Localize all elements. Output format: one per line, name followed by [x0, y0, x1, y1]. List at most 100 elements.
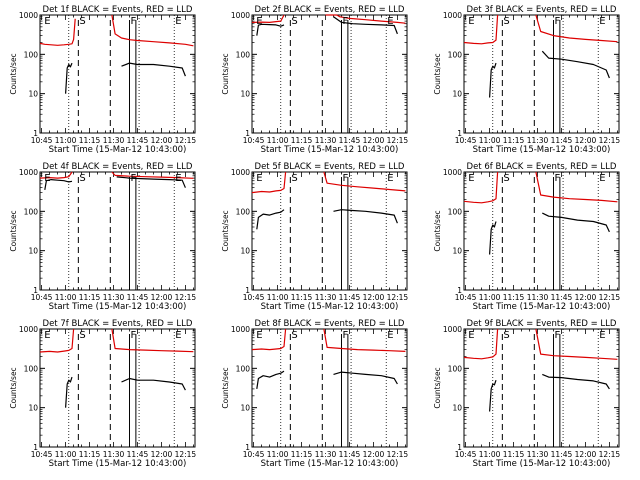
- interval-marker-label: F: [342, 173, 348, 184]
- interval-marker-label: S: [503, 330, 509, 341]
- interval-marker-label: E: [468, 330, 474, 341]
- chart-panel-2: Det 2f BLACK = Events, RED = LLD 1 10 100 10…: [221, 5, 408, 155]
- x-tick-label: 11:00: [267, 450, 289, 459]
- x-tick-label: 11:00: [479, 450, 501, 459]
- lld-series-line: [463, 328, 499, 360]
- interval-marker-label: E: [387, 173, 393, 184]
- y-axis-label: Counts/sec: [433, 53, 442, 94]
- lld-series-line: [251, 328, 287, 351]
- interval-marker-label: E: [175, 173, 181, 184]
- x-tick-label: 10:45: [243, 293, 265, 302]
- x-tick-label: 12:15: [175, 293, 197, 302]
- x-tick-label: 12:00: [363, 136, 385, 145]
- x-tick-label: 11:15: [503, 293, 525, 302]
- y-axis-label: Counts/sec: [433, 367, 442, 408]
- x-tick-label: 11:15: [79, 136, 101, 145]
- y-tick-label: 1: [245, 286, 250, 295]
- x-tick-label: 11:00: [55, 293, 77, 302]
- plot-frame: [39, 14, 196, 134]
- x-tick-label: 11:30: [103, 136, 125, 145]
- y-tick-label: 100: [236, 364, 251, 373]
- lld-series-line: [463, 14, 499, 45]
- x-tick-label: 11:30: [103, 450, 125, 459]
- chart-title: Det 4f BLACK = Events, RED = LLD: [43, 162, 193, 172]
- x-tick-label: 11:15: [503, 136, 525, 145]
- y-tick-label: 1: [457, 286, 462, 295]
- x-tick-label: 12:00: [151, 450, 173, 459]
- lld-series-line: [251, 171, 287, 194]
- x-tick-label: 11:45: [127, 136, 149, 145]
- x-axis-label: Start Time (15-Mar-12 10:43:00): [473, 459, 611, 469]
- x-tick-label: 10:45: [31, 136, 53, 145]
- lld-series-line: [39, 18, 76, 46]
- interval-marker-label: E: [44, 16, 50, 27]
- y-tick-label: 10: [452, 247, 462, 256]
- events-series-line: [489, 221, 497, 255]
- y-tick-label: 10: [240, 90, 250, 99]
- y-axis-label: Counts/sec: [221, 53, 230, 94]
- interval-marker-label: F: [130, 16, 136, 27]
- x-tick-label: 11:45: [127, 293, 149, 302]
- chart-title: Det 9f BLACK = Events, RED = LLD: [467, 319, 617, 329]
- interval-marker-label: E: [599, 330, 605, 341]
- chart-panel-1: Det 1f BLACK = Events, RED = LLD 1 10 100 10…: [9, 5, 196, 155]
- x-tick-label: 10:45: [31, 450, 53, 459]
- y-axis-label: Counts/sec: [433, 210, 442, 251]
- events-series-line: [256, 370, 285, 389]
- plot-frame: [39, 328, 196, 448]
- y-tick-label: 100: [24, 364, 39, 373]
- x-tick-label: 11:00: [479, 136, 501, 145]
- x-axis-label: Start Time (15-Mar-12 10:43:00): [473, 302, 611, 312]
- lld-series-line: [463, 171, 499, 204]
- plot-frame: [463, 328, 620, 448]
- x-tick-label: 10:45: [243, 136, 265, 145]
- y-axis-label: Counts/sec: [221, 210, 230, 251]
- interval-marker-label: E: [599, 16, 605, 27]
- interval-marker-label: S: [291, 16, 297, 27]
- lld-series-line: [323, 328, 406, 352]
- y-tick-label: 100: [448, 364, 463, 373]
- chart-panel-9: Det 9f BLACK = Events, RED = LLD 1 10 100 10…: [433, 319, 620, 469]
- lld-series-line: [323, 171, 406, 192]
- interval-marker-label: E: [256, 16, 262, 27]
- x-tick-label: 11:00: [55, 136, 77, 145]
- x-tick-label: 11:30: [103, 293, 125, 302]
- lld-series-line: [39, 171, 73, 179]
- interval-marker-label: E: [175, 330, 181, 341]
- interval-marker-label: F: [342, 16, 348, 27]
- interval-marker-label: E: [387, 16, 393, 27]
- interval-marker-label: S: [79, 16, 85, 27]
- interval-marker-label: F: [130, 173, 136, 184]
- plot-frame: [251, 328, 408, 448]
- lld-series-line: [111, 14, 194, 47]
- x-tick-label: 12:00: [575, 293, 597, 302]
- chart-title: Det 5f BLACK = Events, RED = LLD: [255, 162, 405, 172]
- x-tick-label: 11:15: [291, 293, 313, 302]
- x-axis-label: Start Time (15-Mar-12 10:43:00): [49, 145, 187, 155]
- lld-series-line: [251, 14, 285, 23]
- x-axis-label: Start Time (15-Mar-12 10:43:00): [49, 302, 187, 312]
- events-series-line: [116, 176, 186, 188]
- x-tick-label: 11:30: [315, 450, 337, 459]
- x-axis-label: Start Time (15-Mar-12 10:43:00): [261, 459, 399, 469]
- y-tick-label: 1: [457, 129, 462, 138]
- chart-panel-6: Det 6f BLACK = Events, RED = LLD 1 10 100 10…: [433, 162, 620, 312]
- x-tick-label: 11:15: [79, 293, 101, 302]
- y-tick-label: 1000: [231, 11, 250, 20]
- events-series-line: [121, 62, 186, 77]
- y-tick-label: 10: [28, 90, 38, 99]
- x-tick-label: 11:30: [527, 293, 549, 302]
- x-tick-label: 10:45: [31, 293, 53, 302]
- interval-marker-label: F: [554, 16, 560, 27]
- lld-series-line: [535, 171, 618, 203]
- x-tick-label: 12:15: [387, 136, 409, 145]
- y-tick-label: 1: [245, 129, 250, 138]
- chart-title: Det 3f BLACK = Events, RED = LLD: [467, 5, 617, 15]
- plot-frame: [39, 171, 196, 291]
- x-tick-label: 12:15: [599, 136, 621, 145]
- events-series-line: [489, 380, 497, 412]
- interval-marker-label: S: [291, 173, 297, 184]
- events-series-line: [65, 376, 73, 408]
- y-tick-label: 10: [240, 404, 250, 413]
